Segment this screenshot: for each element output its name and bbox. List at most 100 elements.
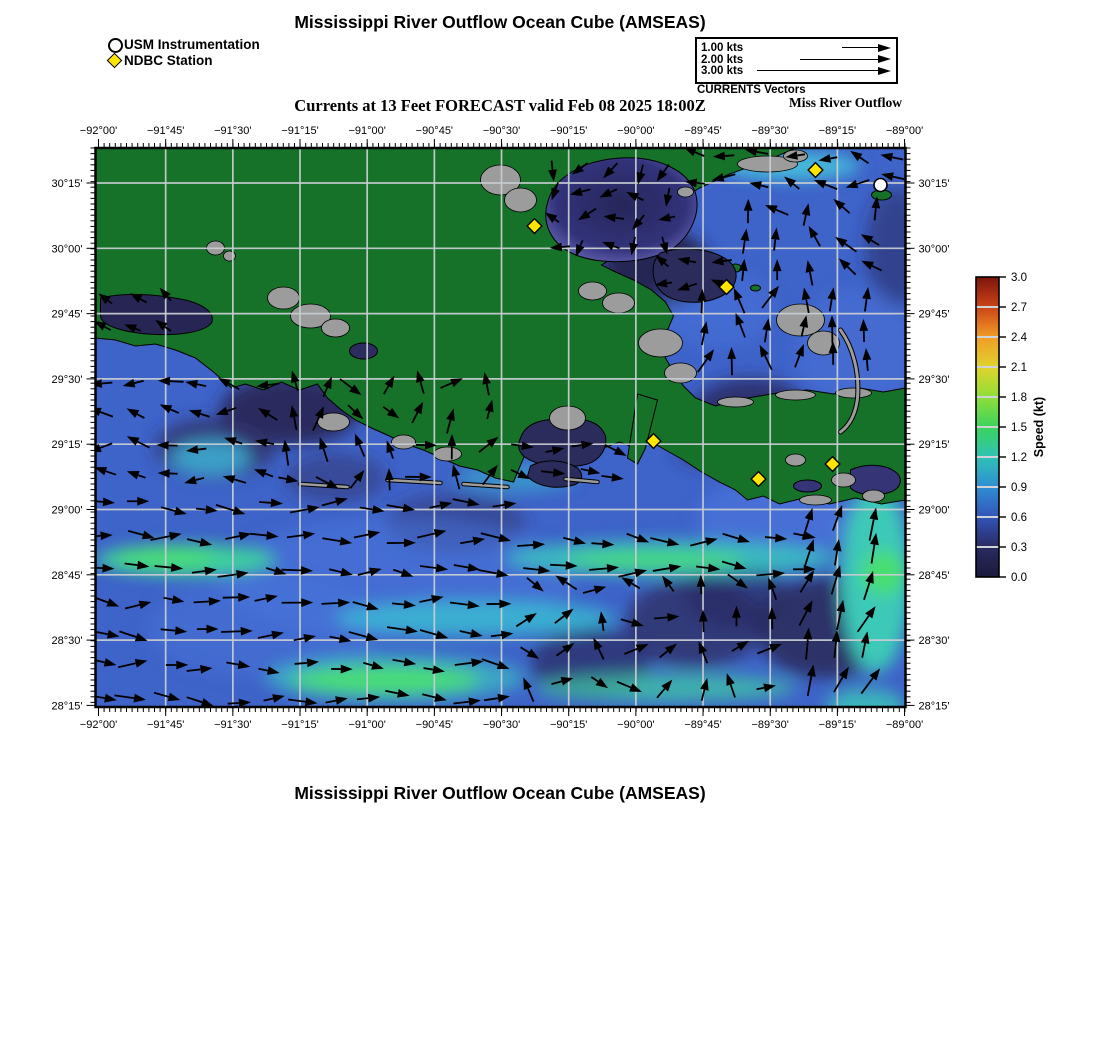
current-arrow: [453, 564, 469, 569]
stations-layer: [526, 161, 888, 488]
lon-tick-label: −91°30': [214, 125, 251, 137]
current-arrow: [662, 164, 670, 173]
current-arrow-head: [266, 531, 279, 540]
colorbar-tick-label: 2.4: [1011, 332, 1028, 344]
current-arrow: [868, 519, 875, 541]
map-plot-area: [94, 146, 907, 709]
lon-tick-label: −89°30': [751, 125, 788, 137]
current-arrow: [836, 611, 842, 631]
current-arrow: [799, 579, 809, 593]
current-arrow: [624, 647, 638, 655]
current-arrow-head: [524, 612, 537, 624]
current-arrow: [191, 570, 206, 574]
current-arrow-head: [141, 530, 155, 540]
current-arrow-head: [827, 315, 837, 328]
current-arrow: [259, 501, 272, 504]
current-arrow-head: [703, 349, 715, 362]
current-arrow: [134, 379, 144, 384]
ndbc-station-marker: [807, 161, 824, 179]
current-arrow-head: [291, 370, 300, 384]
current-arrow: [550, 160, 554, 170]
current-arrow: [688, 282, 698, 288]
current-arrow-head: [836, 599, 846, 613]
current-arrow: [545, 449, 553, 453]
current-arrow-head: [258, 407, 271, 419]
current-arrow: [357, 570, 371, 576]
current-arrow: [806, 675, 813, 696]
current-arrow: [860, 677, 874, 695]
current-arrow: [486, 410, 491, 420]
current-arrow: [656, 688, 666, 699]
current-arrow: [356, 697, 369, 701]
current-arrow: [517, 544, 534, 547]
current-arrow-head: [188, 409, 202, 419]
current-arrow-head: [302, 530, 316, 540]
current-arrow: [226, 406, 237, 412]
current-arrow-head: [171, 595, 185, 604]
current-arrow-head: [303, 633, 317, 643]
current-arrow-head: [199, 537, 213, 547]
current-arrow-head: [238, 592, 251, 602]
current-arrow-head: [573, 536, 587, 545]
vector-scale-tail: [800, 58, 879, 60]
current-arrow: [289, 508, 309, 514]
current-arrow: [511, 443, 523, 447]
current-arrow-head: [531, 580, 544, 592]
current-arrow-head: [136, 560, 150, 570]
current-arrow: [808, 271, 814, 286]
current-arrow: [756, 686, 765, 691]
current-arrow: [119, 630, 137, 638]
current-arrow-head: [561, 608, 574, 620]
current-arrow-head: [833, 198, 846, 211]
current-arrow: [589, 567, 608, 571]
current-arrow-head: [684, 178, 698, 188]
current-arrow: [322, 448, 329, 463]
current-arrow: [154, 565, 172, 569]
current-arrow-head: [403, 657, 417, 667]
current-arrow-head: [137, 496, 150, 506]
current-arrow-head: [801, 287, 811, 301]
current-arrow-head: [403, 600, 417, 609]
current-arrow-head: [237, 660, 251, 669]
current-arrow-head: [467, 497, 480, 507]
current-arrow-head: [805, 260, 815, 273]
current-arrow: [193, 600, 209, 604]
current-arrow-head: [433, 529, 447, 538]
current-arrow-head: [126, 408, 140, 418]
page-title: Mississippi River Outflow Ocean Cube (AM…: [294, 12, 706, 32]
current-arrow-head: [704, 537, 718, 546]
current-arrow-head: [467, 563, 480, 572]
current-arrow-head: [126, 436, 140, 446]
current-arrow: [652, 567, 670, 572]
current-arrow-head: [204, 566, 217, 576]
current-arrow-head: [655, 255, 668, 267]
current-arrow-head: [667, 612, 680, 622]
current-arrow: [285, 451, 290, 466]
colorbar-tick-label: 0.9: [1011, 482, 1027, 494]
current-arrow: [663, 262, 669, 268]
current-arrow: [265, 567, 276, 572]
current-arrow-head: [808, 225, 819, 239]
current-arrow-head: [818, 154, 832, 163]
lon-tick-label: −89°30': [751, 719, 788, 731]
current-arrow: [571, 444, 582, 448]
current-arrow-head: [200, 698, 214, 707]
current-arrow: [871, 265, 883, 272]
current-arrow: [353, 533, 369, 539]
current-arrow: [666, 281, 673, 285]
current-arrow-head: [785, 151, 798, 160]
vector-scale-label: 3.00 kts: [701, 65, 744, 77]
current-arrow: [653, 616, 668, 620]
current-arrow-head: [807, 664, 816, 677]
current-arrow: [481, 473, 492, 486]
lon-tick-label: −90°30': [483, 125, 520, 137]
current-arrow: [696, 181, 705, 185]
current-arrow: [440, 382, 453, 389]
current-arrow: [813, 235, 821, 247]
current-arrow: [455, 475, 461, 490]
current-arrow-head: [795, 344, 804, 357]
current-arrow-head: [762, 318, 772, 331]
current-arrow-head: [384, 467, 394, 481]
current-arrow: [233, 478, 247, 484]
current-arrow: [580, 468, 589, 472]
